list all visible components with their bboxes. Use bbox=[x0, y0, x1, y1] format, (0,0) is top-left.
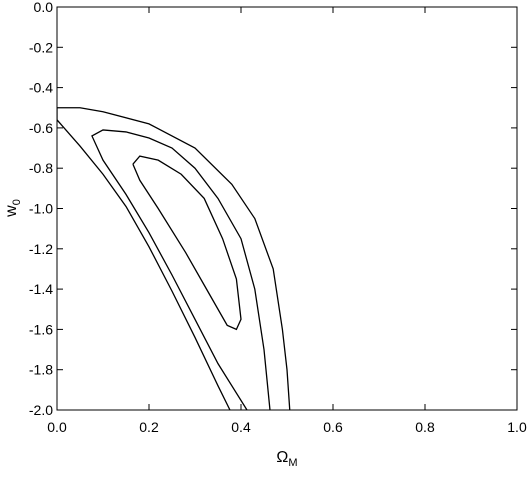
y-label-text: w bbox=[3, 205, 20, 218]
plot-frame bbox=[56, 6, 518, 411]
x-tick-label: 0.6 bbox=[323, 419, 343, 435]
x-axis-label: ΩM bbox=[276, 449, 297, 469]
x-tick-label: 0.8 bbox=[415, 419, 435, 435]
x-label-subscript: M bbox=[288, 457, 297, 469]
contour-line bbox=[91, 129, 271, 410]
y-tick-label: -0.6 bbox=[29, 120, 53, 136]
x-label-text: Ω bbox=[276, 449, 288, 466]
x-tick-label: 0.4 bbox=[231, 419, 251, 435]
x-tick-label: 0.0 bbox=[47, 419, 67, 435]
y-tick-label: -0.2 bbox=[29, 39, 53, 55]
y-tick-label: 0.0 bbox=[34, 0, 54, 15]
y-tick-label: -0.4 bbox=[29, 80, 53, 96]
y-axis-label: w0 bbox=[3, 199, 23, 218]
y-tick-label: -1.2 bbox=[29, 241, 53, 257]
y-tick-label: -0.8 bbox=[29, 160, 53, 176]
contour-line bbox=[132, 155, 242, 331]
y-tick-label: -1.6 bbox=[29, 321, 53, 337]
x-tick-label: 0.2 bbox=[139, 419, 159, 435]
y-tick-label: -2.0 bbox=[29, 402, 53, 418]
y-tick-label: -1.4 bbox=[29, 281, 53, 297]
y-tick-label: -1.8 bbox=[29, 362, 53, 378]
y-label-subscript: 0 bbox=[11, 199, 23, 205]
y-tick-label: -1.0 bbox=[29, 201, 53, 217]
contour-line bbox=[57, 107, 291, 410]
x-tick-label: 1.0 bbox=[507, 419, 527, 435]
